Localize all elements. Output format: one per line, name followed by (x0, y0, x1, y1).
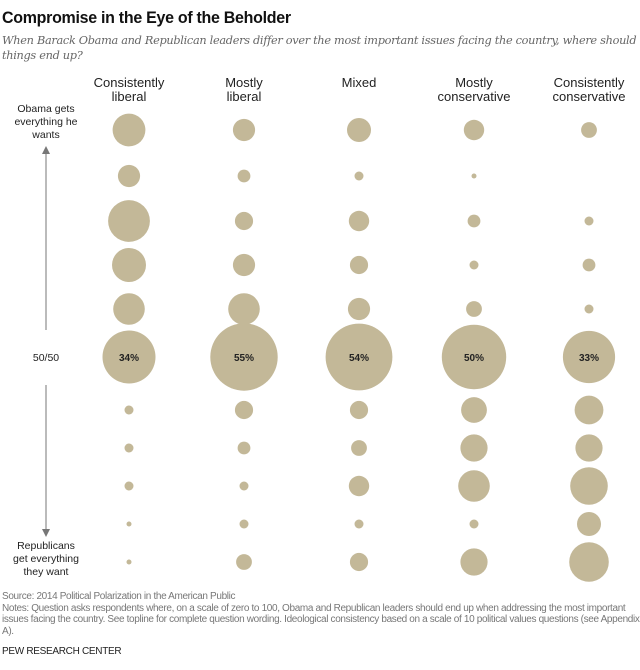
bubble (126, 559, 132, 565)
bubble (575, 434, 603, 462)
bubble (582, 258, 596, 272)
bubble (584, 304, 594, 314)
column-header: Consistently liberal (94, 75, 165, 104)
bubble (236, 554, 252, 570)
bubble (467, 214, 481, 228)
column-header-line: Consistently (554, 75, 625, 90)
notes: Notes: Question asks respondents where, … (2, 602, 640, 637)
bubble (466, 301, 482, 317)
bubble (124, 405, 134, 415)
column-header-line: conservative (438, 89, 511, 104)
chart-title: Compromise in the Eye of the Beholder (2, 8, 291, 27)
scale-top-label-line: everything he (14, 116, 77, 128)
bubble (234, 400, 254, 420)
column-header: Mixed (342, 75, 377, 90)
column-header-line: Consistently (94, 75, 165, 90)
bubble (102, 330, 156, 384)
bubble (569, 542, 609, 582)
source-note: Source: 2014 Political Polarization in t… (2, 591, 236, 602)
bubble (232, 118, 256, 142)
bubble (239, 481, 249, 491)
column-header-line: Mostly (225, 75, 263, 90)
bubble (325, 323, 393, 391)
bubble-data-label: 54% (349, 353, 369, 364)
column-header-line: Mixed (342, 75, 377, 90)
bubble (349, 255, 369, 275)
bubble (348, 210, 370, 232)
bubble (584, 216, 594, 226)
column-header: Consistently conservative (553, 75, 626, 104)
bubble (581, 122, 597, 138)
bubble (574, 395, 604, 425)
scale-bottom-label-line: get everything (13, 553, 79, 565)
bubble (239, 519, 249, 529)
bubble (348, 475, 370, 497)
column-header-line: conservative (553, 89, 626, 104)
bubble (234, 211, 254, 231)
bubble (570, 467, 608, 505)
bubble (458, 470, 490, 502)
bubble (112, 248, 146, 282)
bubble (232, 253, 256, 277)
bubble (113, 293, 145, 325)
column-header-line: liberal (227, 89, 262, 104)
bubble (351, 440, 367, 456)
bubble (471, 173, 477, 179)
bubble (349, 400, 369, 420)
scale-bottom-label-line: they want (24, 566, 69, 578)
scale-top-label-line: wants (31, 129, 59, 141)
scale-bottom-label-line: Republicans (17, 540, 75, 552)
column-header-line: liberal (112, 89, 147, 104)
column-header: Mostly liberal (225, 75, 263, 104)
bubble (562, 330, 616, 384)
bubble (237, 169, 251, 183)
scale-top-label-line: Obama gets (17, 103, 74, 115)
chart-subtitle: When Barack Obama and Republican leaders… (2, 34, 637, 62)
bubble (347, 118, 371, 142)
bubble (463, 119, 485, 141)
bubble (108, 200, 150, 242)
bubble (210, 323, 278, 391)
bubble (112, 113, 146, 147)
bubble-data-label: 33% (579, 353, 599, 364)
bubble (354, 171, 364, 181)
bubble-data-label: 50% (464, 353, 484, 364)
scale-mid-label: 50/50 (33, 352, 59, 364)
chart-footer: Source: 2014 Political Polarization in t… (2, 591, 640, 637)
bubble (124, 443, 134, 453)
bubble (354, 519, 364, 529)
bubble (460, 434, 488, 462)
column-header: Mostly conservative (438, 75, 511, 104)
bubble-data-label: 34% (119, 353, 139, 364)
scale-bottom-label: Republicans get everything they want (13, 540, 79, 578)
bubble (117, 164, 141, 188)
bubble (469, 519, 479, 529)
bubble (347, 297, 371, 321)
bubble (461, 397, 487, 423)
scale-top-label: Obama gets everything he wants (14, 103, 77, 141)
bubble (349, 552, 369, 572)
bubble (460, 548, 488, 576)
bubble (228, 293, 260, 325)
bubble (126, 521, 132, 527)
bubble-data-label: 55% (234, 353, 254, 364)
column-header-line: Mostly (455, 75, 493, 90)
bubble (441, 324, 507, 390)
brand-logo-text: PEW RESEARCH CENTER (2, 646, 122, 657)
bubble (237, 441, 251, 455)
bubble (124, 481, 134, 491)
bubble (469, 260, 479, 270)
bubble (577, 512, 601, 536)
